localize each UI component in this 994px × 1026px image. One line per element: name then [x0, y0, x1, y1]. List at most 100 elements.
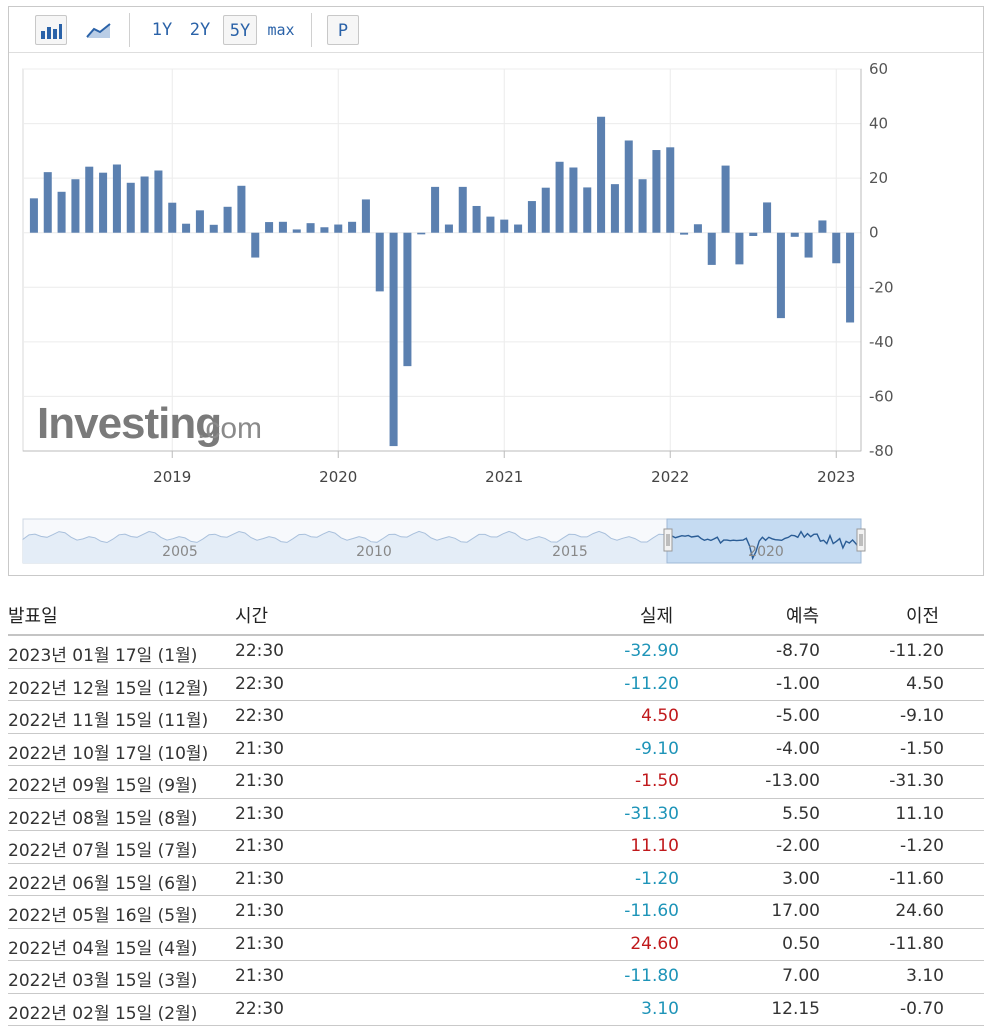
bar[interactable]	[625, 140, 633, 232]
cell-forecast: 5.50	[782, 804, 820, 824]
range-2y-button[interactable]: 2Y	[185, 15, 215, 45]
cell-forecast: -13.00	[765, 771, 820, 791]
cell-time: 21:30	[235, 836, 284, 856]
cell-time: 21:30	[235, 869, 284, 889]
table-row: 2023년 01월 17일 (1월)22:30-32.90-8.70-11.20	[8, 636, 984, 669]
chart-grid	[23, 69, 861, 451]
bar[interactable]	[500, 220, 508, 233]
bar[interactable]	[127, 183, 135, 233]
bar[interactable]	[376, 233, 384, 292]
bar[interactable]	[611, 184, 619, 233]
bar[interactable]	[749, 233, 757, 236]
bar[interactable]	[556, 162, 564, 233]
header-forecast[interactable]: 예측	[786, 602, 819, 628]
cell-time: 21:30	[235, 934, 284, 954]
bar[interactable]	[846, 233, 854, 323]
cell-actual: -9.10	[635, 739, 679, 759]
bar[interactable]	[113, 165, 121, 233]
cell-date: 2022년 10월 17일 (10월)	[8, 739, 208, 764]
bar[interactable]	[182, 224, 190, 233]
bar[interactable]	[58, 192, 66, 233]
header-date[interactable]: 발표일	[8, 602, 58, 628]
range-max-button[interactable]: max	[263, 15, 299, 45]
navigator-handle[interactable]	[857, 529, 865, 551]
cell-previous: 24.60	[895, 901, 944, 921]
bar[interactable]	[71, 179, 79, 232]
bar[interactable]	[293, 229, 301, 232]
bar[interactable]	[431, 187, 439, 233]
bar[interactable]	[417, 233, 425, 235]
bar[interactable]	[514, 225, 522, 233]
bar[interactable]	[403, 233, 411, 366]
cell-actual: 3.10	[641, 999, 679, 1019]
navigator-handle[interactable]	[664, 529, 672, 551]
bar[interactable]	[708, 233, 716, 265]
plot-area	[23, 69, 861, 451]
header-time[interactable]: 시간	[235, 602, 268, 628]
bar[interactable]	[459, 187, 467, 233]
cell-previous: -1.20	[900, 836, 944, 856]
bar[interactable]	[251, 233, 259, 258]
bar[interactable]	[334, 225, 342, 233]
bar[interactable]	[805, 233, 813, 258]
bar[interactable]	[542, 188, 550, 233]
bar[interactable]	[569, 168, 577, 233]
bar[interactable]	[777, 233, 785, 318]
bar[interactable]	[639, 179, 647, 232]
bar[interactable]	[224, 207, 232, 233]
navigator-label: 2010	[356, 544, 392, 560]
bar[interactable]	[99, 173, 107, 233]
bar[interactable]	[694, 224, 702, 232]
range-5y-button[interactable]: 5Y	[223, 15, 257, 45]
bar[interactable]	[763, 202, 771, 232]
bar[interactable]	[486, 217, 494, 233]
bar[interactable]	[832, 233, 840, 264]
x-tick-label: 2019	[153, 468, 191, 486]
bar[interactable]	[85, 167, 93, 233]
bar[interactable]	[168, 203, 176, 233]
bar[interactable]	[735, 233, 743, 265]
range-1y-button[interactable]: 1Y	[147, 15, 177, 45]
bar[interactable]	[44, 172, 52, 233]
bar[interactable]	[30, 198, 38, 232]
bar[interactable]	[528, 201, 536, 233]
bar[interactable]	[362, 199, 370, 232]
bar[interactable]	[154, 171, 162, 233]
cell-actual: -1.50	[635, 771, 679, 791]
header-previous[interactable]: 이전	[906, 602, 939, 628]
cell-actual: -1.20	[635, 869, 679, 889]
bar[interactable]	[652, 150, 660, 233]
bar[interactable]	[237, 186, 245, 233]
p-button[interactable]: P	[327, 15, 359, 45]
bar[interactable]	[666, 147, 674, 232]
bar[interactable]	[307, 223, 315, 233]
bar[interactable]	[196, 210, 204, 232]
cell-forecast: -2.00	[776, 836, 820, 856]
bar-chart-type-button[interactable]	[35, 15, 67, 45]
bar[interactable]	[597, 117, 605, 233]
header-actual[interactable]: 실제	[640, 602, 673, 628]
bar[interactable]	[141, 177, 149, 233]
watermark-brand: Investing	[37, 399, 221, 448]
y-tick-label: 40	[869, 115, 888, 133]
bar[interactable]	[583, 187, 591, 232]
cell-previous: 11.10	[895, 804, 944, 824]
bar[interactable]	[473, 206, 481, 233]
bar[interactable]	[210, 225, 218, 233]
cell-previous: -31.30	[889, 771, 944, 791]
area-chart-type-button[interactable]	[83, 15, 115, 45]
bar[interactable]	[265, 222, 273, 233]
bar[interactable]	[680, 233, 688, 235]
bar[interactable]	[320, 227, 328, 232]
bar[interactable]	[348, 222, 356, 233]
bar[interactable]	[722, 166, 730, 233]
bar[interactable]	[818, 220, 826, 232]
bar[interactable]	[279, 222, 287, 233]
bar[interactable]	[390, 233, 398, 446]
bar[interactable]	[445, 225, 453, 233]
bar[interactable]	[791, 233, 799, 237]
